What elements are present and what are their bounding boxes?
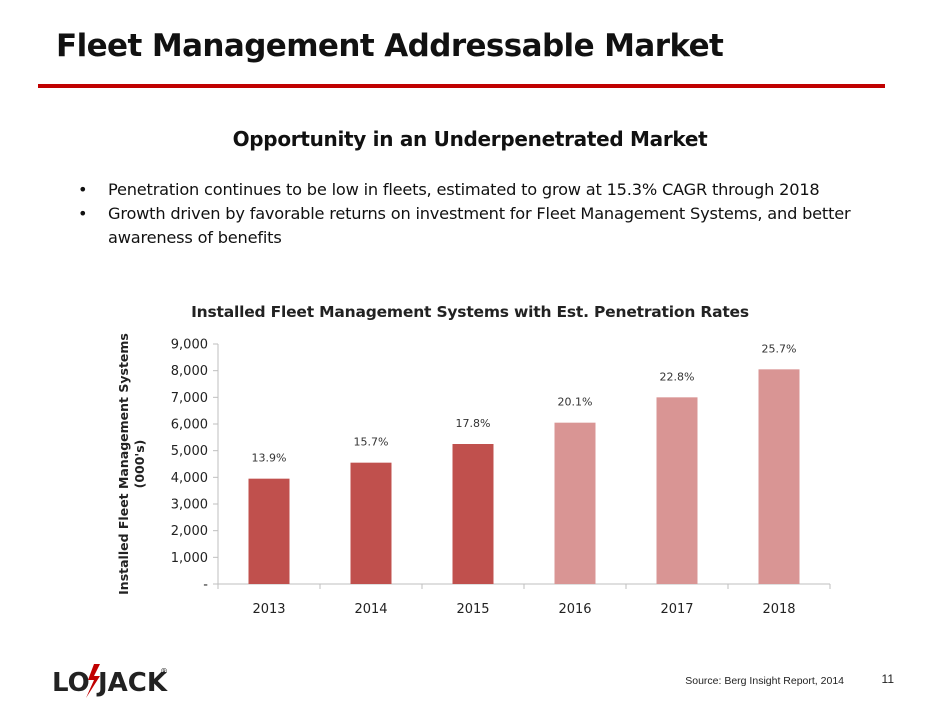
bar xyxy=(656,397,698,584)
y-axis-label-line: Installed Fleet Management Systems xyxy=(116,333,131,595)
bullet-list: • Penetration continues to be low in fle… xyxy=(78,178,918,250)
lightning-bolt-icon xyxy=(86,664,100,698)
bullet-dot: • xyxy=(78,204,88,223)
title-divider xyxy=(38,84,885,88)
y-tick-label: 7,000 xyxy=(171,391,208,406)
bar xyxy=(248,478,290,584)
y-tick-label: 8,000 xyxy=(171,364,208,379)
y-tick-label: 1,000 xyxy=(171,551,208,566)
bullet-item: • Growth driven by favorable returns on … xyxy=(78,202,918,250)
bullet-text: Penetration continues to be low in fleet… xyxy=(108,180,820,199)
x-tick-label: 2017 xyxy=(660,602,693,617)
y-tick-label: 5,000 xyxy=(171,444,208,459)
y-tick-label: - xyxy=(203,578,208,593)
section-subtitle: Opportunity in an Underpenetrated Market xyxy=(232,127,708,151)
x-tick-label: 2018 xyxy=(762,602,795,617)
x-tick-label: 2014 xyxy=(354,602,387,617)
source-citation: Source: Berg Insight Report, 2014 xyxy=(685,675,844,687)
x-tick-label: 2015 xyxy=(456,602,489,617)
bar xyxy=(452,444,494,584)
logo-text-left: LO xyxy=(52,668,90,698)
lojack-logo: LO JACK ® xyxy=(52,664,168,698)
y-tick-label: 6,000 xyxy=(171,418,208,433)
y-axis-label: Installed Fleet Management Systems (000's… xyxy=(116,333,147,595)
y-tick-label: 9,000 xyxy=(171,338,208,353)
bar xyxy=(758,369,800,584)
bullet-text: Growth driven by favorable returns on in… xyxy=(108,204,851,247)
bullet-dot: • xyxy=(78,180,88,199)
data-label: 13.9% xyxy=(252,452,287,465)
y-tick-label: 2,000 xyxy=(171,524,208,539)
data-label: 20.1% xyxy=(558,396,593,409)
x-tick-label: 2016 xyxy=(558,602,591,617)
bullet-item: • Penetration continues to be low in fle… xyxy=(78,178,918,202)
bar-chart: - 1,000 2,000 3,000 4,000 5,000 6,000 7,000 8,00… xyxy=(116,333,831,617)
y-tick-label: 4,000 xyxy=(171,471,208,486)
data-label: 22.8% xyxy=(660,370,695,383)
registered-mark: ® xyxy=(160,667,168,676)
data-label: 15.7% xyxy=(354,436,389,449)
data-label: 25.7% xyxy=(762,342,797,355)
logo-text-right: JACK xyxy=(96,668,168,698)
y-axis-label-line: (000's) xyxy=(132,440,147,489)
bar xyxy=(554,422,596,584)
bar xyxy=(350,462,392,584)
page-title: Fleet Management Addressable Market xyxy=(56,28,724,64)
x-tick-label: 2013 xyxy=(252,602,285,617)
page-number: 11 xyxy=(881,672,894,686)
y-tick-label: 3,000 xyxy=(171,498,208,513)
data-label: 17.8% xyxy=(456,417,491,430)
chart-title: Installed Fleet Management Systems with … xyxy=(191,303,749,321)
